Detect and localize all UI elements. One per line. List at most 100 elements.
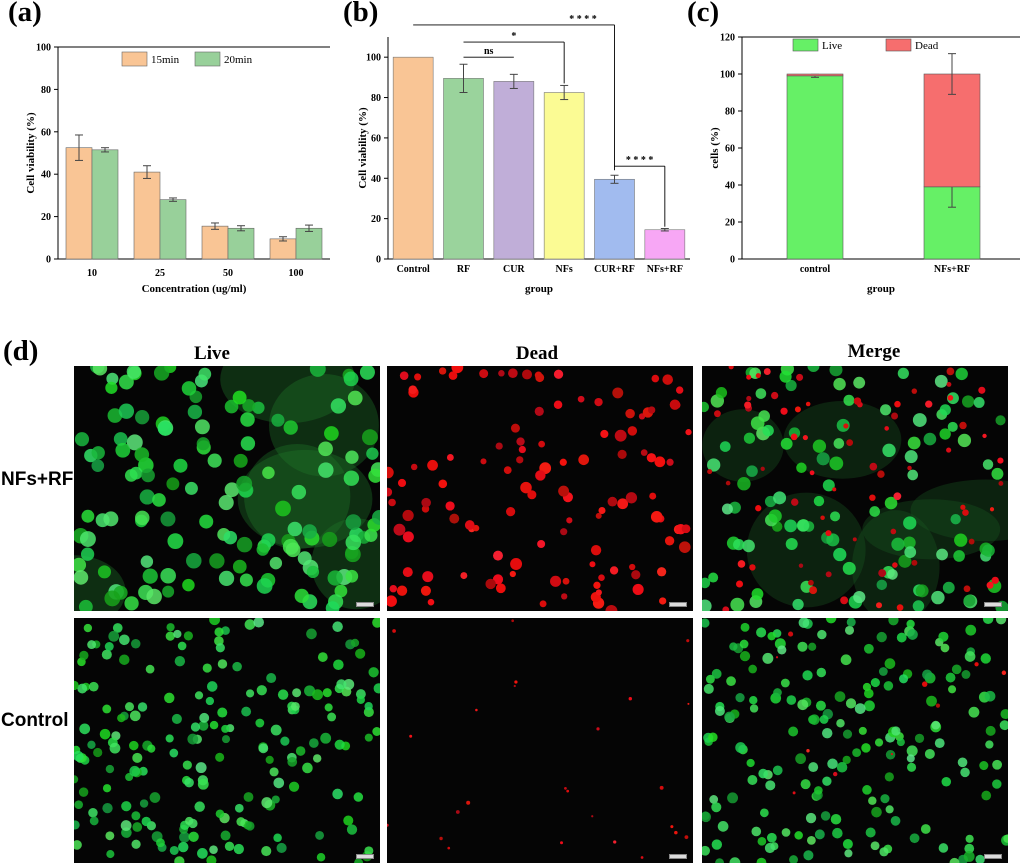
live-cell bbox=[271, 413, 285, 427]
live-cell bbox=[135, 410, 150, 425]
dead-cell bbox=[662, 374, 673, 385]
live-cell bbox=[169, 845, 179, 855]
dead-cell bbox=[493, 550, 503, 561]
dead-cell bbox=[875, 602, 883, 609]
legend-swatch-20min bbox=[194, 51, 221, 67]
dead-cell bbox=[447, 846, 451, 850]
live-cell bbox=[702, 577, 711, 589]
live-cell bbox=[822, 479, 835, 492]
dead-cell bbox=[522, 369, 533, 380]
dead-cell bbox=[520, 481, 532, 494]
live-cell bbox=[830, 511, 841, 522]
dead-cell bbox=[664, 536, 675, 546]
live-cell bbox=[312, 754, 322, 763]
live-cell bbox=[205, 696, 215, 706]
live-cell bbox=[345, 569, 359, 583]
live-cell bbox=[149, 792, 161, 803]
dead-cell bbox=[646, 453, 657, 463]
significance-label: * * * * bbox=[569, 14, 597, 25]
dead-cell bbox=[744, 401, 752, 409]
live-cell bbox=[785, 538, 798, 551]
live-cell bbox=[236, 475, 253, 492]
live-cell bbox=[252, 401, 265, 414]
dead-cell bbox=[596, 727, 600, 731]
bar-a-20min bbox=[159, 199, 187, 260]
live-cell bbox=[142, 568, 158, 584]
live-cell bbox=[885, 805, 894, 814]
live-cell bbox=[904, 450, 918, 464]
bar-c-Live bbox=[786, 75, 844, 260]
live-cell bbox=[882, 443, 896, 458]
live-cell bbox=[747, 775, 758, 785]
dead-cell bbox=[566, 517, 573, 524]
y-tick-label: 20 bbox=[371, 214, 381, 225]
dead-cell bbox=[925, 400, 933, 408]
live-cell bbox=[950, 514, 961, 525]
dead-cell bbox=[516, 437, 525, 446]
live-cell bbox=[199, 712, 210, 723]
scale-bar bbox=[669, 602, 687, 607]
live-cell bbox=[368, 667, 379, 678]
live-cell bbox=[209, 845, 218, 854]
live-cell bbox=[102, 704, 112, 714]
live-cell bbox=[806, 835, 816, 845]
live-cell bbox=[788, 726, 799, 737]
live-cell bbox=[215, 752, 225, 762]
live-cell bbox=[147, 744, 156, 753]
dead-cell bbox=[809, 470, 815, 476]
live-cell bbox=[270, 724, 282, 736]
column-header-live: Live bbox=[194, 343, 230, 364]
dead-cell bbox=[685, 429, 692, 436]
dead-cell bbox=[479, 369, 489, 379]
live-cell bbox=[162, 585, 175, 598]
live-cell bbox=[814, 786, 823, 795]
dead-cell bbox=[388, 498, 396, 507]
significance-label: * * * * bbox=[626, 155, 654, 166]
dead-cell bbox=[674, 830, 678, 835]
dead-cell bbox=[632, 583, 644, 596]
live-cell bbox=[765, 780, 776, 791]
scale-bar bbox=[984, 854, 1002, 859]
dead-cell bbox=[649, 492, 657, 500]
live-cell bbox=[275, 500, 291, 517]
row-header-control: Control bbox=[1, 710, 69, 731]
live-cell bbox=[802, 670, 813, 681]
dead-cell bbox=[617, 449, 627, 460]
live-cell bbox=[129, 740, 139, 751]
live-cell bbox=[934, 374, 948, 388]
x-tick-label: Control bbox=[397, 264, 430, 275]
live-cell bbox=[949, 857, 960, 863]
live-cell bbox=[83, 623, 93, 633]
live-cell bbox=[819, 715, 829, 724]
live-cell bbox=[724, 711, 735, 723]
dead-cell bbox=[427, 459, 438, 471]
live-cell bbox=[746, 758, 755, 768]
live-cell bbox=[766, 832, 777, 843]
live-cell bbox=[796, 519, 810, 532]
dead-cell bbox=[631, 570, 641, 580]
y-tick-label: 0 bbox=[730, 255, 735, 266]
live-cell bbox=[939, 404, 951, 416]
dead-cell bbox=[498, 370, 505, 377]
live-cell bbox=[332, 788, 343, 800]
dead-cell bbox=[737, 560, 746, 568]
live-cell bbox=[345, 514, 362, 530]
live-cell bbox=[80, 547, 95, 561]
dead-cell bbox=[589, 561, 596, 568]
dead-cell bbox=[451, 366, 464, 374]
live-cell bbox=[940, 643, 950, 653]
live-cell bbox=[364, 528, 378, 542]
live-cell bbox=[140, 555, 154, 568]
live-cell bbox=[320, 732, 332, 744]
live-cell bbox=[813, 495, 825, 507]
x-tick-label: 25 bbox=[155, 268, 165, 279]
x-axis-title-b: group bbox=[525, 283, 553, 295]
bar-c-Dead bbox=[786, 73, 844, 77]
live-cell bbox=[132, 752, 143, 763]
dead-cell bbox=[666, 458, 674, 466]
live-cell bbox=[206, 855, 217, 863]
live-cell bbox=[923, 432, 937, 446]
live-cell bbox=[178, 841, 189, 853]
live-cell bbox=[269, 767, 279, 777]
live-cell bbox=[209, 618, 220, 626]
